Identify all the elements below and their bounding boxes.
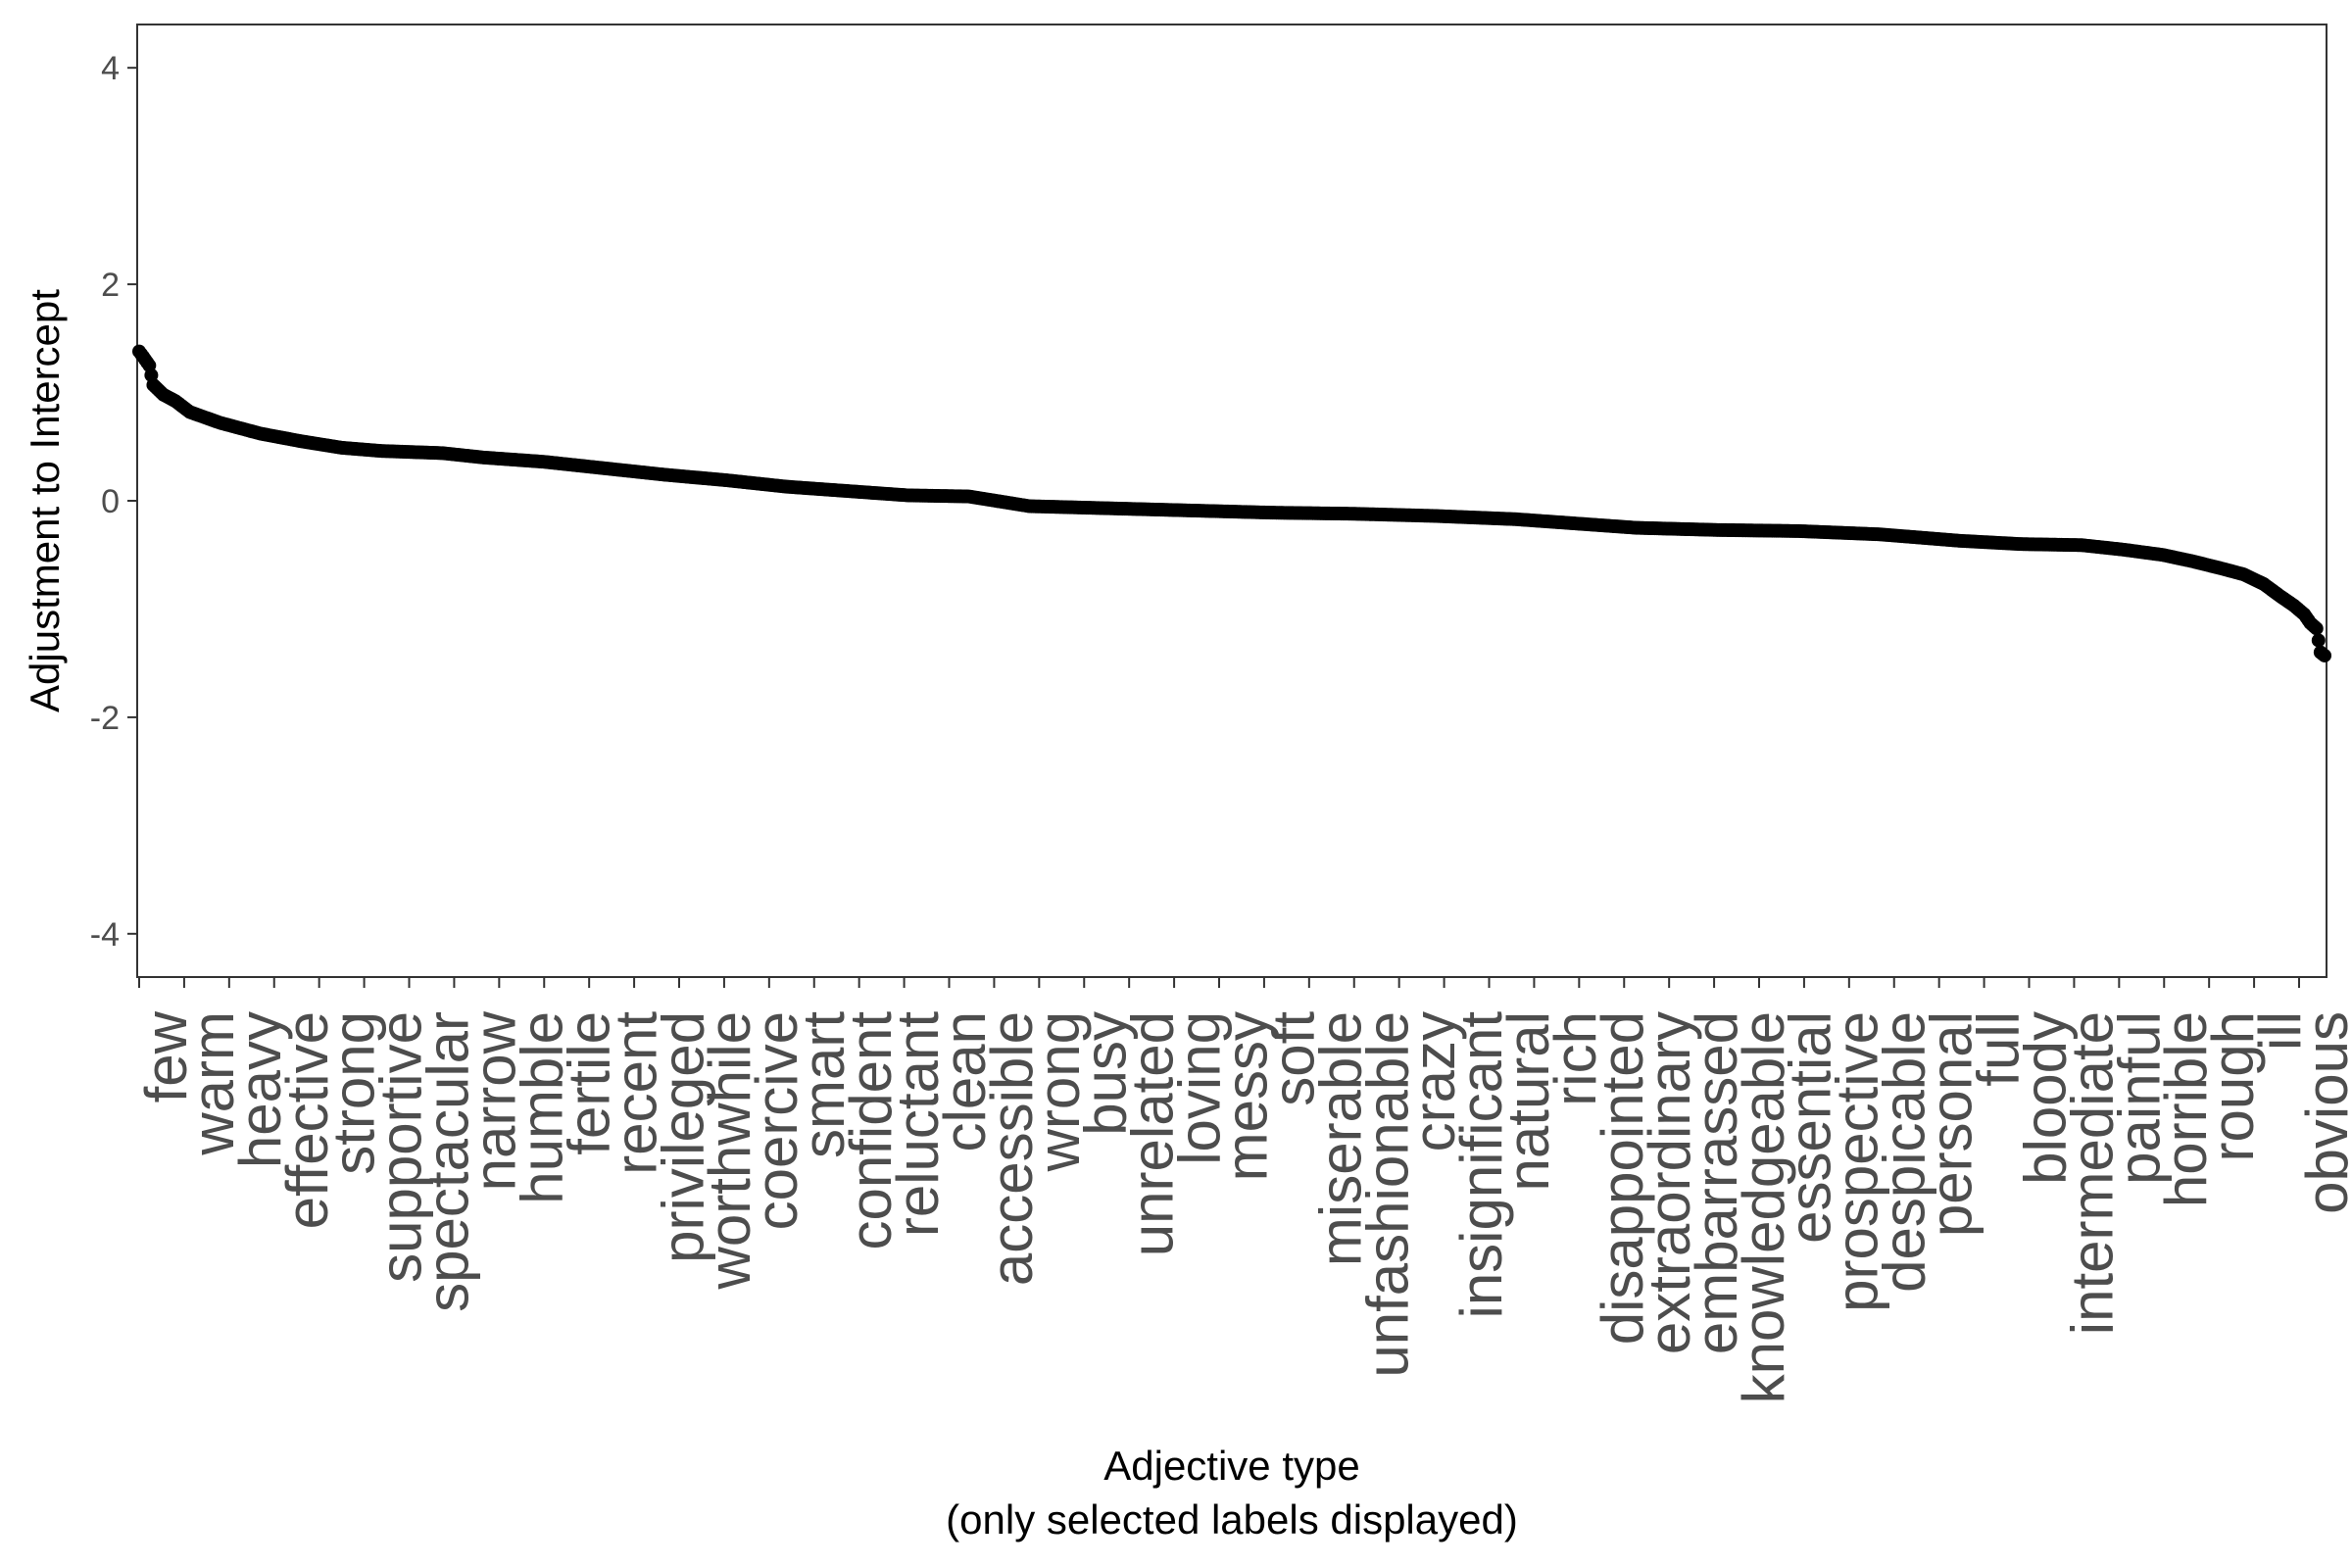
x-tick-label: crazy [1401,1011,1467,1152]
x-tick-label: worthwhile [697,1011,762,1290]
y-tick-label: 4 [101,50,120,87]
x-tick-label: confident [838,1011,904,1250]
y-axis-title: Adjustment to Intercept [22,289,68,712]
x-tick-label: soft [1260,1011,1326,1106]
x-tick-label: unfashionable [1354,1011,1420,1378]
x-tick-label: heavy [227,1011,293,1168]
x-tick-label: strong [321,1011,387,1175]
y-axis: -4 -2 0 2 4 [90,50,137,954]
x-tick-label: ill [2247,1011,2313,1051]
x-tick-label: essential [1778,1011,1843,1244]
x-tick-label: extraordinary [1637,1011,1702,1354]
x-tick-label: wrong [1026,1011,1092,1172]
x-tick-label: narrow [463,1010,528,1191]
x-tick-label: warm [180,1011,246,1156]
x-tick-label: spectacular [416,1011,481,1312]
x-tick-label: accessible [979,1011,1045,1286]
x-tick-label: intermediate [2059,1011,2125,1335]
x-tick-label: rough [2200,1011,2266,1161]
x-axis-title: Adjective type [1103,1443,1359,1489]
x-tick-label: supportive [368,1011,434,1283]
x-tick-label: obvious [2294,1011,2352,1214]
x-tick-label: fertile [556,1011,621,1155]
x-tick-label: embarrassed [1684,1011,1749,1354]
x-tick-label: insignificant [1448,1011,1514,1319]
x-tick-label: coercive [744,1011,809,1230]
x-tick-label: prospective [1825,1011,1890,1312]
x-tick-label: clean [932,1011,998,1152]
x-tick-label: knowledgeable [1731,1011,1796,1403]
x-tick-label: natural [1495,1011,1561,1191]
x-tick-label: painful [2106,1011,2172,1185]
x-tick-label: unrelated [1120,1011,1186,1256]
x-tick-label: miserable [1307,1011,1373,1266]
x-tick-label: personal [1919,1011,1984,1237]
x-tick-label: rich [1543,1011,1608,1106]
x-tick-label: busy [1073,1011,1139,1136]
data-point [2311,633,2326,648]
panel-border [136,24,2328,978]
x-axis: fewwarmheavyeffectivestrongsupportivespe… [133,977,2352,1403]
x-tick-label: full [1965,1011,2031,1087]
x-tick-label: bloody [2012,1011,2078,1185]
x-tick-label: disappointed [1590,1011,1655,1345]
data-points [132,344,2331,662]
x-tick-label: few [133,1010,199,1102]
x-tick-label: recent [603,1011,668,1175]
data-point [2309,621,2324,636]
y-tick-label: -4 [90,916,120,954]
y-tick-label: 2 [101,267,120,304]
x-tick-label: humble [509,1011,574,1204]
data-point [2318,648,2331,662]
x-tick-label: reluctant [885,1011,951,1237]
x-tick-label: privileged [650,1011,715,1263]
x-tick-label: loving [1167,1011,1233,1165]
y-tick-label: -2 [90,700,120,737]
x-tick-label: horrible [2153,1011,2219,1207]
x-tick-label: effective [274,1011,340,1229]
y-tick-label: 0 [101,483,120,520]
x-tick-label: smart [791,1011,857,1158]
x-tick-label: messy [1214,1011,1280,1181]
x-axis-note: (only selected labels displayed) [946,1496,1518,1543]
x-tick-label: despicable [1872,1011,1937,1293]
